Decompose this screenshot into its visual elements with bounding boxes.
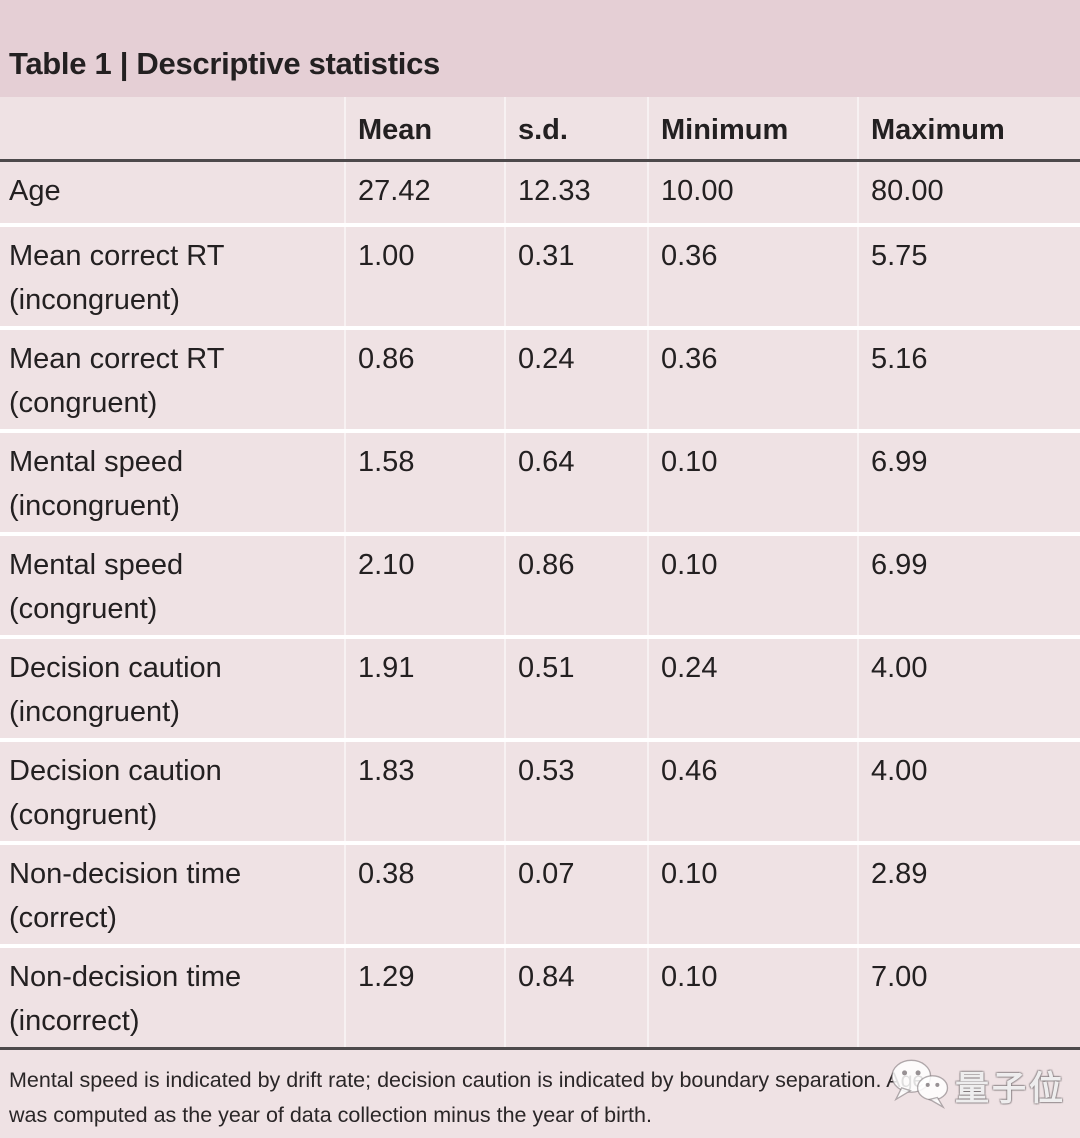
table-row: Mental speed (incongruent) 1.58 0.64 0.1… — [0, 430, 1080, 536]
row-sublabel: (incongruent) — [9, 695, 180, 728]
row-sublabel: (incongruent) — [9, 489, 180, 522]
sd-value-cell: 0.64 — [504, 430, 648, 536]
table-row: Mean correct RT (congruent) 0.86 0.24 0.… — [0, 327, 1080, 433]
row-label: Mental speed — [9, 445, 184, 478]
row-sublabel: (incongruent) — [9, 283, 180, 316]
maximum-value-cell: 2.89 — [857, 842, 1080, 948]
row-label-cell: Decision caution (incongruent) — [0, 636, 345, 742]
column-header-sd: s.d. — [504, 97, 648, 162]
row-label: Decision caution — [9, 754, 222, 787]
minimum-value-cell: 10.00 — [647, 160, 858, 227]
maximum-value-cell: 6.99 — [857, 430, 1080, 536]
column-header-maximum: Maximum — [857, 97, 1080, 162]
descriptive-statistics-table: Mean s.d. Minimum Maximum Age 27.42 12.3… — [0, 97, 1080, 1050]
sd-value-cell: 0.07 — [504, 842, 648, 948]
minimum-value-cell: 0.46 — [647, 739, 858, 845]
row-label: Mean correct RT — [9, 342, 225, 375]
row-label-cell: Decision caution (congruent) — [0, 739, 345, 845]
header-row: Mean s.d. Minimum Maximum — [0, 97, 1080, 162]
footnote-line-2: was computed as the year of data collect… — [9, 1103, 652, 1127]
minimum-value-cell: 0.24 — [647, 636, 858, 742]
minimum-value-cell: 0.36 — [647, 224, 858, 330]
column-header-mean: Mean — [344, 97, 505, 162]
row-sublabel: (congruent) — [9, 592, 158, 625]
row-label-cell: Mental speed (congruent) — [0, 533, 345, 639]
row-label-cell: Non-decision time (correct) — [0, 842, 345, 948]
table-row: Non-decision time (incorrect) 1.29 0.84 … — [0, 945, 1080, 1050]
row-sublabel: (incorrect) — [9, 1004, 140, 1037]
row-label: Mean correct RT — [9, 239, 225, 272]
mean-value-cell: 1.83 — [344, 739, 505, 845]
table-row: Mental speed (congruent) 2.10 0.86 0.10 … — [0, 533, 1080, 639]
row-label: Non-decision time — [9, 960, 242, 993]
row-label-cell: Non-decision time (incorrect) — [0, 945, 345, 1050]
row-label-cell: Age — [0, 160, 345, 227]
sd-value-cell: 0.31 — [504, 224, 648, 330]
maximum-value-cell: 5.75 — [857, 224, 1080, 330]
mean-value-cell: 1.91 — [344, 636, 505, 742]
maximum-value-cell: 5.16 — [857, 327, 1080, 433]
row-label: Mental speed — [9, 548, 184, 581]
sd-value-cell: 0.51 — [504, 636, 648, 742]
table-footnote: Mental speed is indicated by drift rate;… — [0, 1050, 1080, 1133]
mean-value-cell: 1.29 — [344, 945, 505, 1050]
mean-value-cell: 27.42 — [344, 160, 505, 227]
row-label: Age — [9, 175, 61, 207]
sd-value-cell: 0.24 — [504, 327, 648, 433]
table-header: Mean s.d. Minimum Maximum — [0, 97, 1080, 162]
column-header-minimum: Minimum — [647, 97, 858, 162]
row-label-cell: Mean correct RT (congruent) — [0, 327, 345, 433]
minimum-value-cell: 0.10 — [647, 430, 858, 536]
mean-value-cell: 1.00 — [344, 224, 505, 330]
minimum-value-cell: 0.10 — [647, 842, 858, 948]
maximum-value-cell: 6.99 — [857, 533, 1080, 639]
mean-value-cell: 0.86 — [344, 327, 505, 433]
sd-value-cell: 12.33 — [504, 160, 648, 227]
sd-value-cell: 0.86 — [504, 533, 648, 639]
row-label: Non-decision time — [9, 857, 242, 890]
row-sublabel: (congruent) — [9, 386, 158, 419]
table-row: Decision caution (incongruent) 1.91 0.51… — [0, 636, 1080, 742]
maximum-value-cell: 4.00 — [857, 636, 1080, 742]
mean-value-cell: 2.10 — [344, 533, 505, 639]
row-sublabel: (congruent) — [9, 798, 158, 831]
maximum-value-cell: 4.00 — [857, 739, 1080, 845]
minimum-value-cell: 0.36 — [647, 327, 858, 433]
row-sublabel: (correct) — [9, 901, 117, 934]
row-label-cell: Mental speed (incongruent) — [0, 430, 345, 536]
minimum-value-cell: 0.10 — [647, 533, 858, 639]
table-row: Non-decision time (correct) 0.38 0.07 0.… — [0, 842, 1080, 948]
table-row: Mean correct RT (incongruent) 1.00 0.31 … — [0, 224, 1080, 330]
footnote-line-1: Mental speed is indicated by drift rate;… — [9, 1068, 925, 1092]
mean-value-cell: 1.58 — [344, 430, 505, 536]
minimum-value-cell: 0.10 — [647, 945, 858, 1050]
table-body: Age 27.42 12.33 10.00 80.00 Mean correct… — [0, 160, 1080, 1050]
table-title: Table 1 | Descriptive statistics — [9, 46, 440, 81]
mean-value-cell: 0.38 — [344, 842, 505, 948]
maximum-value-cell: 7.00 — [857, 945, 1080, 1050]
sd-value-cell: 0.53 — [504, 739, 648, 845]
table-row: Decision caution (congruent) 1.83 0.53 0… — [0, 739, 1080, 845]
maximum-value-cell: 80.00 — [857, 160, 1080, 227]
corner-cell — [0, 97, 345, 162]
sd-value-cell: 0.84 — [504, 945, 648, 1050]
table-title-band: Table 1 | Descriptive statistics — [0, 0, 1080, 97]
table-row: Age 27.42 12.33 10.00 80.00 — [0, 160, 1080, 227]
row-label: Decision caution — [9, 651, 222, 684]
row-label-cell: Mean correct RT (incongruent) — [0, 224, 345, 330]
